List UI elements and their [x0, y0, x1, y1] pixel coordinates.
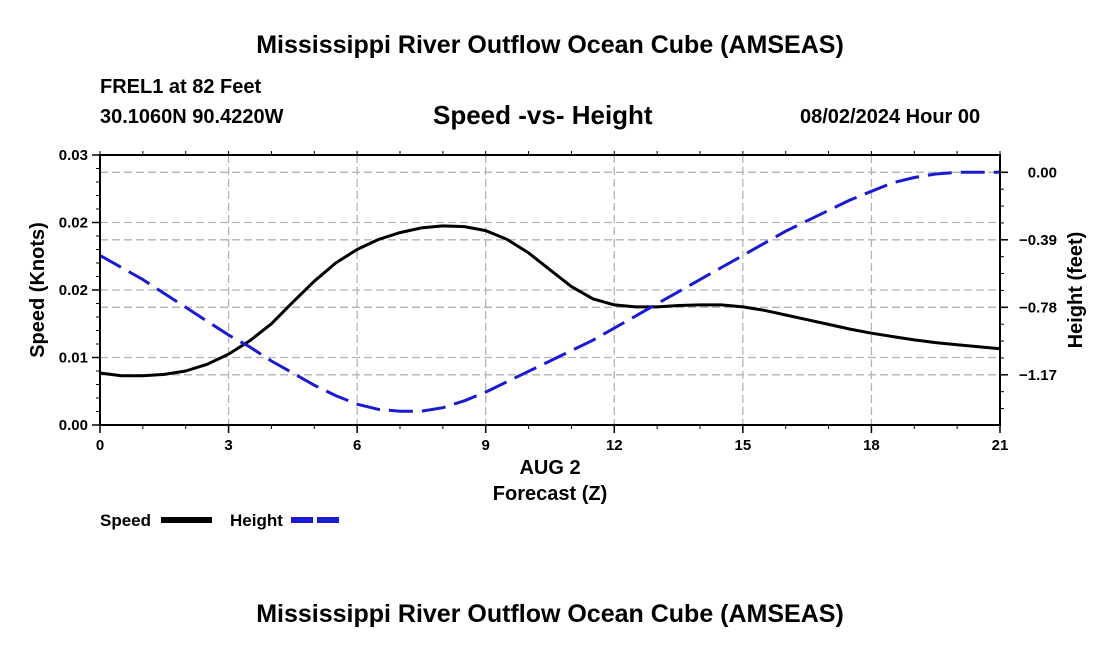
x-tick-label: 15	[735, 437, 752, 454]
series-lines	[99, 170, 1001, 413]
y-left-tick-label: 0.03	[59, 147, 88, 164]
station-label: FREL1 at 82 Feet	[100, 76, 262, 98]
x-axis-date: AUG 2	[519, 457, 580, 479]
y-right-tick-label: −0.39	[1019, 232, 1057, 249]
x-axis-title: Forecast (Z)	[493, 483, 607, 505]
grid-lines	[100, 155, 1000, 425]
y-left-tick-label: 0.01	[59, 350, 88, 367]
y-left-tick-label: 0.02	[59, 282, 88, 299]
x-tick-label: 6	[353, 437, 361, 454]
y-axis-right-title: Height (feet)	[1065, 232, 1087, 349]
y-left-tick-label: 0.02	[59, 215, 88, 232]
x-tick-label: 9	[482, 437, 490, 454]
tick-labels: 0 3 6 9 12 15 18 21 0.00 0.01 0.02 0.02 0.03 0.00 −0.3…	[59, 147, 1057, 454]
y-axis-left-title: Speed (Knots)	[27, 222, 49, 358]
page-title: Mississippi River Outflow Ocean Cube (AM…	[256, 31, 844, 59]
x-tick-label: 0	[96, 437, 104, 454]
x-tick-label: 21	[992, 437, 1009, 454]
coordinates-label: 30.1060N 90.4220W	[100, 106, 284, 128]
series-line-speed	[99, 224, 1001, 378]
y-left-tick-label: 0.00	[59, 417, 88, 434]
legend-label-height: Height	[230, 511, 283, 530]
y-right-tick-label: −0.78	[1019, 299, 1057, 316]
x-tick-label: 12	[606, 437, 623, 454]
x-tick-label: 18	[863, 437, 880, 454]
footer-title: Mississippi River Outflow Ocean Cube (AM…	[256, 600, 844, 628]
legend-label-speed: Speed	[100, 511, 151, 530]
x-tick-label: 3	[224, 437, 232, 454]
chart-title: Speed -vs- Height	[433, 100, 653, 130]
tick-marks	[92, 151, 1008, 433]
datetime-label: 08/02/2024 Hour 00	[800, 106, 981, 128]
series-line-height	[99, 170, 1000, 413]
y-right-tick-label: 0.00	[1028, 164, 1057, 181]
legend: Speed Height	[100, 511, 342, 530]
y-right-tick-label: −1.17	[1019, 367, 1057, 384]
